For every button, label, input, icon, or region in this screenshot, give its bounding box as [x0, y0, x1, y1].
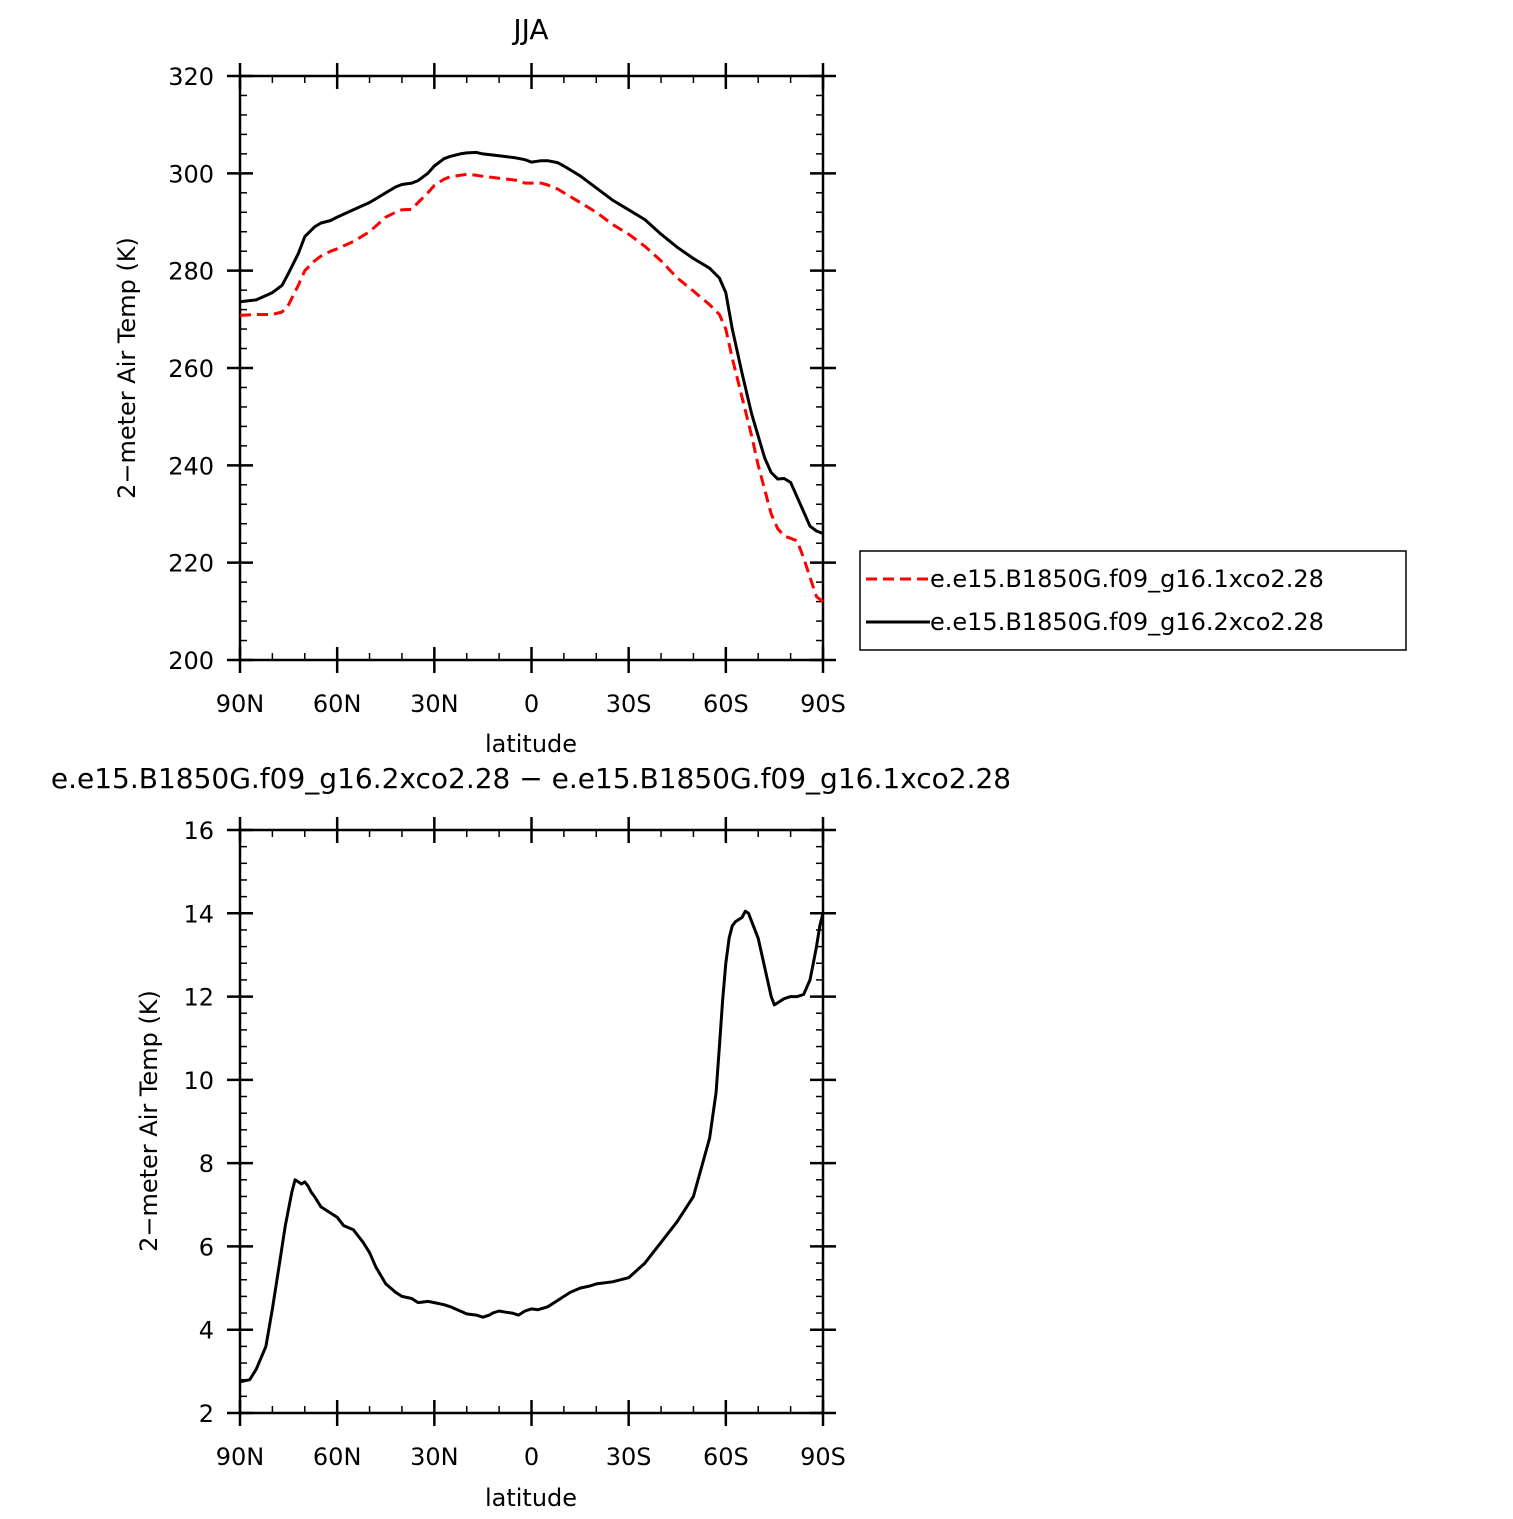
y-tick-label: 2	[199, 1400, 214, 1428]
y-tick-label: 16	[183, 817, 214, 845]
y-tick-label: 280	[168, 258, 214, 286]
x-tick-label: 0	[524, 1443, 539, 1471]
legend-box	[859, 550, 1407, 651]
y-axis-label: 2−meter Air Temp (K)	[113, 237, 141, 499]
legend: e.e15.B1850G.f09_g16.1xco2.28 e.e15.B185…	[859, 550, 1407, 651]
y-tick-label: 300	[168, 160, 214, 188]
series-line-0	[239, 909, 825, 1384]
x-tick-label: 30S	[606, 690, 652, 718]
y-tick-label: 8	[199, 1150, 214, 1178]
x-tick-label: 30N	[410, 1443, 459, 1471]
x-tick-label: 60S	[703, 690, 749, 718]
y-tick-label: 14	[183, 900, 214, 928]
y-tick-label: 260	[168, 355, 214, 383]
temperature-panel: JJA 90N 60N 30N 0 30S 60S 90S 200 220 240 260 280 30…	[113, 13, 1407, 758]
y-tick-label: 10	[183, 1067, 214, 1095]
x-tick-label: 60N	[313, 690, 362, 718]
x-axis-label: latitude	[485, 730, 577, 758]
y-tick-label: 12	[183, 984, 214, 1012]
difference-panel: e.e15.B1850G.f09_g16.2xco2.28 − e.e15.B1…	[51, 762, 1011, 1512]
plot-frame	[238, 828, 825, 1415]
series-line-1	[239, 150, 824, 535]
x-tick-label: 30S	[606, 1443, 652, 1471]
x-tick-label: 30N	[410, 690, 459, 718]
axis-ticks: 90N 60N 30N 0 30S 60S 90S 2 4 6 8 10 12 14 16	[183, 817, 846, 1471]
panel-title: JJA	[511, 13, 548, 46]
y-tick-label: 320	[168, 63, 214, 91]
y-tick-label: 240	[168, 452, 214, 480]
x-tick-label: 0	[524, 690, 539, 718]
x-axis-label: latitude	[485, 1484, 577, 1512]
series-group	[239, 909, 825, 1384]
legend-label-1xco2: e.e15.B1850G.f09_g16.1xco2.28	[930, 565, 1324, 593]
y-tick-label: 6	[199, 1233, 214, 1261]
y-tick-label: 220	[168, 550, 214, 578]
x-tick-label: 90N	[216, 1443, 265, 1471]
y-axis-label: 2−meter Air Temp (K)	[135, 990, 163, 1252]
x-tick-label: 60N	[313, 1443, 362, 1471]
axis-ticks: 90N 60N 30N 0 30S 60S 90S 200 220 240 260 280 300 320	[168, 63, 846, 718]
y-tick-label: 4	[199, 1317, 214, 1345]
series-group	[239, 150, 824, 603]
y-tick-label: 200	[168, 647, 214, 675]
x-tick-label: 60S	[703, 1443, 749, 1471]
x-tick-label: 90N	[216, 690, 265, 718]
x-tick-label: 90S	[800, 1443, 846, 1471]
series-line-0	[239, 172, 824, 603]
panel-title: e.e15.B1850G.f09_g16.2xco2.28 − e.e15.B1…	[51, 762, 1011, 795]
legend-label-2xco2: e.e15.B1850G.f09_g16.2xco2.28	[930, 608, 1324, 636]
x-tick-label: 90S	[800, 690, 846, 718]
